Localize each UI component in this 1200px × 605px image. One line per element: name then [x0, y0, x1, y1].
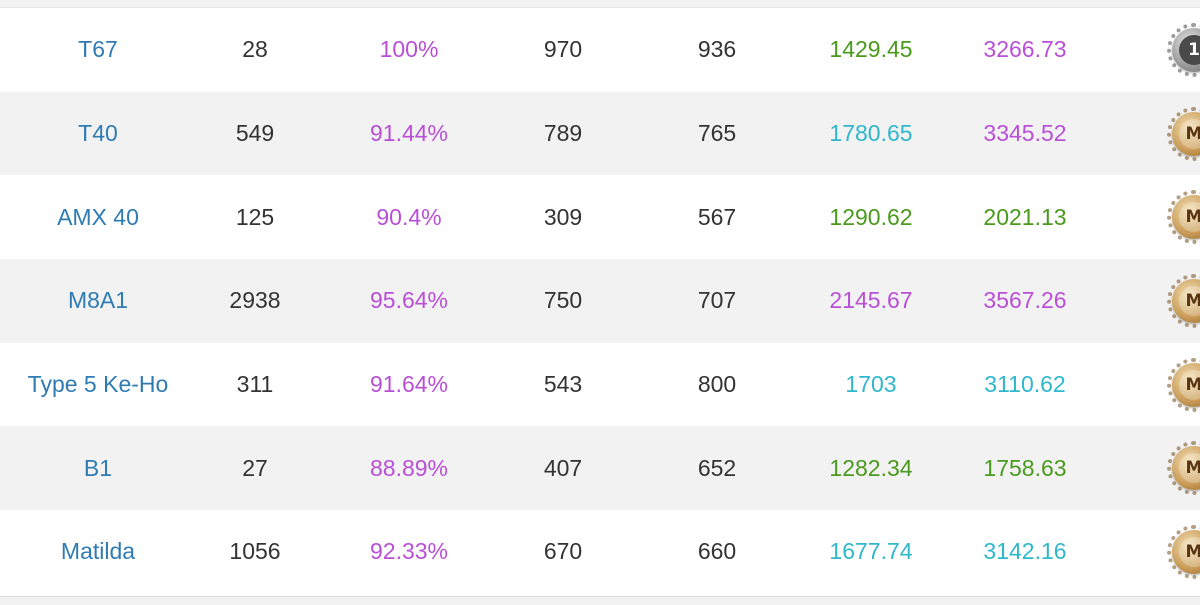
wn8-cell: 2145.67 [829, 287, 913, 314]
win-rate-cell: 95.64% [369, 287, 448, 314]
table-row: M8A1 2938 95.64% 750 707 2145.67 3567.26… [0, 259, 1200, 343]
avg-xp-cell: 765 [697, 120, 737, 147]
wn7-cell: 3266.73 [983, 36, 1067, 63]
mastery-badge-icon: M [1167, 273, 1200, 328]
avg-damage-cell: 407 [543, 454, 583, 481]
avg-xp-cell: 660 [697, 538, 737, 565]
table-row: Matilda 1056 92.33% 670 660 1677.74 3142… [0, 510, 1200, 594]
mastery-badge-icon: M [1167, 190, 1200, 245]
mastery-badge-label: M [1179, 536, 1200, 567]
tank-name-link[interactable]: Type 5 Ke-Ho [27, 371, 169, 398]
wn8-cell: 1429.45 [829, 36, 913, 63]
mastery-badge-icon: M [1167, 524, 1200, 579]
mastery-badge-icon: M [1167, 106, 1200, 161]
mastery-badge-cell: M [1120, 441, 1200, 496]
win-rate-cell: 91.44% [369, 120, 448, 147]
battles-cell: 28 [242, 36, 268, 63]
wn8-cell: 1780.65 [829, 120, 913, 147]
mastery-badge-cell: M [1120, 190, 1200, 245]
tank-name-link[interactable]: T40 [78, 120, 118, 147]
mastery-badge-cell: 1 [1120, 22, 1200, 77]
avg-xp-cell: 707 [697, 287, 737, 314]
wn8-cell: 1290.62 [829, 203, 913, 230]
win-rate-cell: 91.64% [369, 371, 448, 398]
mastery-badge-icon: M [1167, 441, 1200, 496]
table-row: B1 27 88.89% 407 652 1282.34 1758.63 M [0, 426, 1200, 511]
tank-name-link[interactable]: AMX 40 [57, 203, 139, 230]
win-rate-cell: 100% [379, 36, 439, 63]
mastery-badge-label: M [1179, 285, 1200, 316]
avg-damage-cell: 309 [543, 203, 583, 230]
tank-name-cell: T67 [0, 36, 196, 63]
battles-cell: 2938 [229, 287, 281, 314]
mastery-badge-label: M [1179, 369, 1200, 400]
avg-damage-cell: 670 [543, 538, 583, 565]
wn7-cell: 3110.62 [984, 371, 1066, 398]
mastery-badge-cell: M [1120, 524, 1200, 579]
mastery-badge-label: M [1179, 453, 1200, 484]
tank-name-cell: T40 [0, 120, 196, 147]
mastery-badge-label: 1 [1179, 34, 1200, 65]
mastery-badge-cell: M [1120, 273, 1200, 328]
battles-cell: 125 [235, 203, 275, 230]
avg-damage-cell: 750 [543, 287, 583, 314]
mastery-badge-cell: M [1120, 357, 1200, 412]
win-rate-cell: 90.4% [376, 203, 442, 230]
table-top-edge [0, 0, 1200, 8]
mastery-badge-icon: M [1167, 357, 1200, 412]
wn7-cell: 2021.13 [983, 203, 1067, 230]
wn8-cell: 1282.34 [829, 454, 913, 481]
avg-damage-cell: 970 [543, 36, 583, 63]
battles-cell: 1056 [229, 538, 281, 565]
tank-name-link[interactable]: B1 [83, 454, 113, 481]
mastery-badge-cell: M [1120, 106, 1200, 161]
win-rate-cell: 88.89% [369, 454, 448, 481]
avg-damage-cell: 789 [543, 120, 583, 147]
wn7-cell: 3142.16 [983, 538, 1067, 565]
avg-xp-cell: 567 [697, 203, 737, 230]
tank-name-link[interactable]: Matilda [60, 538, 136, 565]
battles-cell: 549 [235, 120, 275, 147]
tank-name-cell: M8A1 [0, 287, 196, 314]
avg-xp-cell: 652 [697, 454, 737, 481]
mastery-badge-label: M [1179, 202, 1200, 233]
tank-name-link[interactable]: M8A1 [67, 287, 129, 314]
wn8-cell: 1677.74 [829, 538, 913, 565]
table-bottom-edge [0, 596, 1200, 605]
battles-cell: 311 [236, 371, 274, 398]
mastery-badge-icon: 1 [1167, 22, 1200, 77]
tank-name-link[interactable]: T67 [78, 36, 118, 63]
tank-name-cell: B1 [0, 455, 196, 482]
win-rate-cell: 92.33% [369, 538, 448, 565]
wn7-cell: 3345.52 [983, 120, 1067, 147]
avg-xp-cell: 800 [697, 371, 737, 398]
tank-name-cell: Type 5 Ke-Ho [0, 371, 196, 398]
wn7-cell: 1758.63 [983, 454, 1067, 481]
tank-name-cell: AMX 40 [0, 204, 196, 231]
table-row: Type 5 Ke-Ho 311 91.64% 543 800 1703 311… [0, 342, 1200, 427]
tank-name-cell: Matilda [0, 538, 196, 565]
table-row: T40 549 91.44% 789 765 1780.65 3345.52 M [0, 91, 1200, 176]
battles-cell: 27 [242, 454, 268, 481]
table-row: AMX 40 125 90.4% 309 567 1290.62 2021.13… [0, 175, 1200, 260]
wn7-cell: 3567.26 [983, 287, 1067, 314]
wn8-cell: 1703 [845, 371, 897, 398]
avg-xp-cell: 936 [697, 36, 737, 63]
mastery-badge-label: M [1179, 118, 1200, 149]
table-row: T67 28 100% 970 936 1429.45 3266.73 1 [0, 8, 1200, 92]
avg-damage-cell: 543 [543, 371, 583, 398]
